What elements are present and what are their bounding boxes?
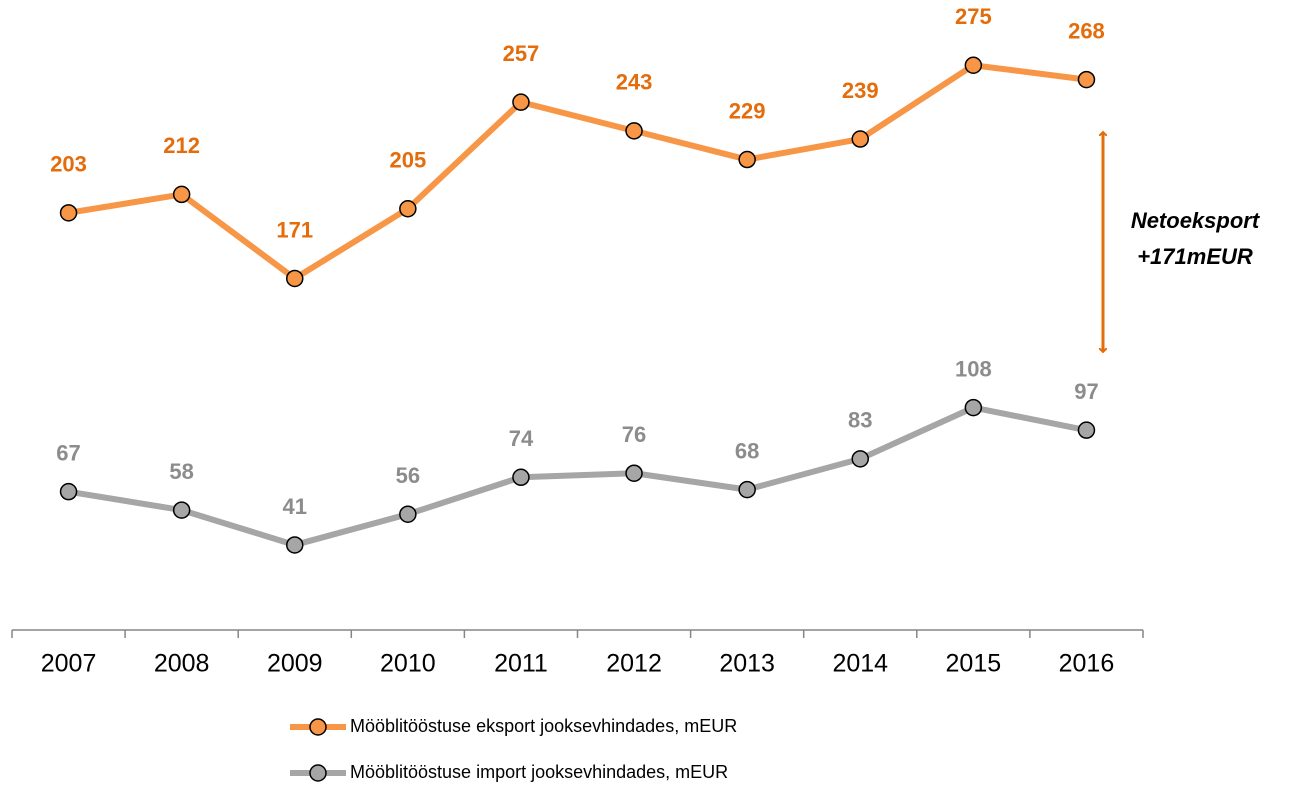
x-tick-label: 2009 [267, 650, 323, 678]
marker [286, 536, 304, 554]
x-tick-label: 2011 [494, 650, 548, 678]
x-tick-label: 2013 [719, 650, 775, 678]
annotation: Netoeksport [1131, 208, 1261, 233]
data-label: 203 [50, 152, 87, 177]
series-line [68, 62, 1087, 282]
marker [399, 200, 417, 218]
marker [851, 130, 869, 148]
legend-marker [309, 718, 327, 736]
data-label: 58 [169, 459, 193, 484]
annotation: +171mEUR [1137, 244, 1253, 269]
x-tick-label: 2012 [606, 650, 662, 678]
data-label: 68 [735, 438, 759, 463]
data-label: 41 [283, 494, 307, 519]
marker [1077, 421, 1096, 439]
data-label: 275 [955, 4, 992, 29]
marker [512, 93, 530, 111]
x-tick-label: 2015 [946, 650, 1002, 678]
x-tick-label: 2007 [41, 650, 97, 678]
marker [738, 480, 756, 499]
marker [851, 450, 869, 468]
data-label: 74 [509, 426, 534, 451]
data-label: 171 [276, 217, 313, 242]
marker [512, 468, 530, 487]
marker [625, 122, 643, 140]
marker [59, 482, 78, 501]
data-label: 76 [622, 422, 646, 447]
x-tick-label: 2008 [154, 650, 210, 678]
data-label: 268 [1068, 18, 1105, 43]
data-label: 243 [616, 70, 653, 95]
legend-label: Mööblitööstuse eksport jooksevhindades, … [350, 716, 737, 736]
data-label: 257 [503, 41, 540, 66]
data-label: 67 [56, 440, 80, 465]
data-label: 205 [389, 148, 426, 173]
marker [172, 185, 191, 204]
data-label: 83 [848, 408, 872, 433]
marker [625, 464, 643, 482]
data-label: 108 [955, 356, 992, 381]
marker [399, 505, 417, 523]
marker [172, 501, 191, 519]
legend-marker [309, 764, 327, 782]
marker [738, 150, 756, 169]
marker [59, 204, 78, 222]
data-label: 239 [842, 78, 879, 103]
marker [1077, 70, 1096, 89]
data-label: 56 [396, 463, 420, 488]
marker [964, 398, 983, 417]
data-label: 212 [163, 133, 200, 158]
marker [964, 56, 983, 74]
data-label: 229 [729, 98, 766, 123]
data-label: 97 [1074, 379, 1098, 404]
x-tick-label: 2016 [1059, 650, 1115, 678]
x-tick-label: 2014 [832, 650, 888, 678]
marker [286, 269, 304, 288]
x-tick-label: 2010 [380, 650, 436, 678]
series-line [68, 404, 1088, 548]
legend-label: Mööblitööstuse import jooksevhindades, m… [350, 762, 728, 782]
